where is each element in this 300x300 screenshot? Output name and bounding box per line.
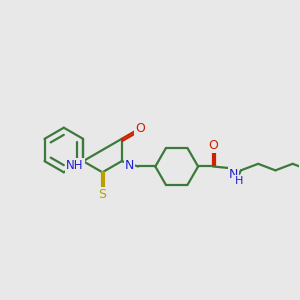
- Text: O: O: [208, 139, 218, 152]
- Text: H: H: [235, 176, 243, 186]
- Text: N: N: [125, 159, 134, 172]
- Text: S: S: [98, 188, 106, 201]
- Text: O: O: [135, 122, 145, 135]
- Text: NH: NH: [66, 159, 84, 172]
- Text: N: N: [229, 168, 239, 181]
